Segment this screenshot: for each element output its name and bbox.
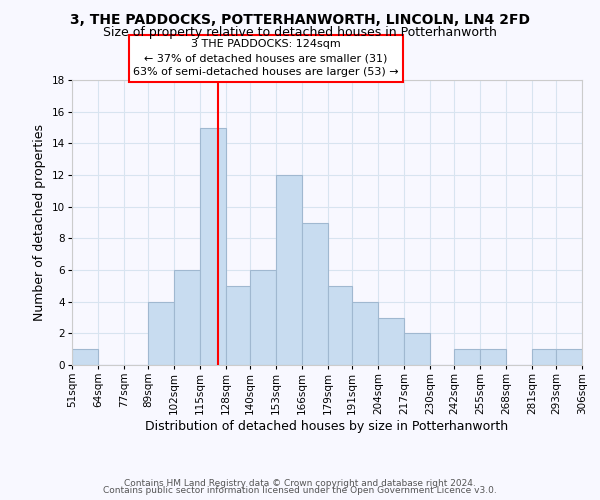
- Bar: [174, 270, 200, 365]
- Text: Size of property relative to detached houses in Potterhanworth: Size of property relative to detached ho…: [103, 26, 497, 39]
- Bar: [404, 334, 430, 365]
- Bar: [352, 302, 378, 365]
- Text: Contains public sector information licensed under the Open Government Licence v3: Contains public sector information licen…: [103, 486, 497, 495]
- Bar: [250, 270, 276, 365]
- Text: Contains HM Land Registry data © Crown copyright and database right 2024.: Contains HM Land Registry data © Crown c…: [124, 478, 476, 488]
- Bar: [226, 286, 250, 365]
- Bar: [148, 302, 174, 365]
- Bar: [532, 349, 556, 365]
- Text: 3 THE PADDOCKS: 124sqm
← 37% of detached houses are smaller (31)
63% of semi-det: 3 THE PADDOCKS: 124sqm ← 37% of detached…: [133, 39, 398, 77]
- Bar: [276, 175, 302, 365]
- Text: 3, THE PADDOCKS, POTTERHANWORTH, LINCOLN, LN4 2FD: 3, THE PADDOCKS, POTTERHANWORTH, LINCOLN…: [70, 12, 530, 26]
- Bar: [454, 349, 480, 365]
- Y-axis label: Number of detached properties: Number of detached properties: [33, 124, 46, 321]
- Bar: [328, 286, 352, 365]
- Bar: [480, 349, 506, 365]
- Bar: [378, 318, 404, 365]
- Bar: [556, 349, 582, 365]
- X-axis label: Distribution of detached houses by size in Potterhanworth: Distribution of detached houses by size …: [145, 420, 509, 432]
- Bar: [200, 128, 226, 365]
- Bar: [302, 222, 328, 365]
- Bar: [72, 349, 98, 365]
